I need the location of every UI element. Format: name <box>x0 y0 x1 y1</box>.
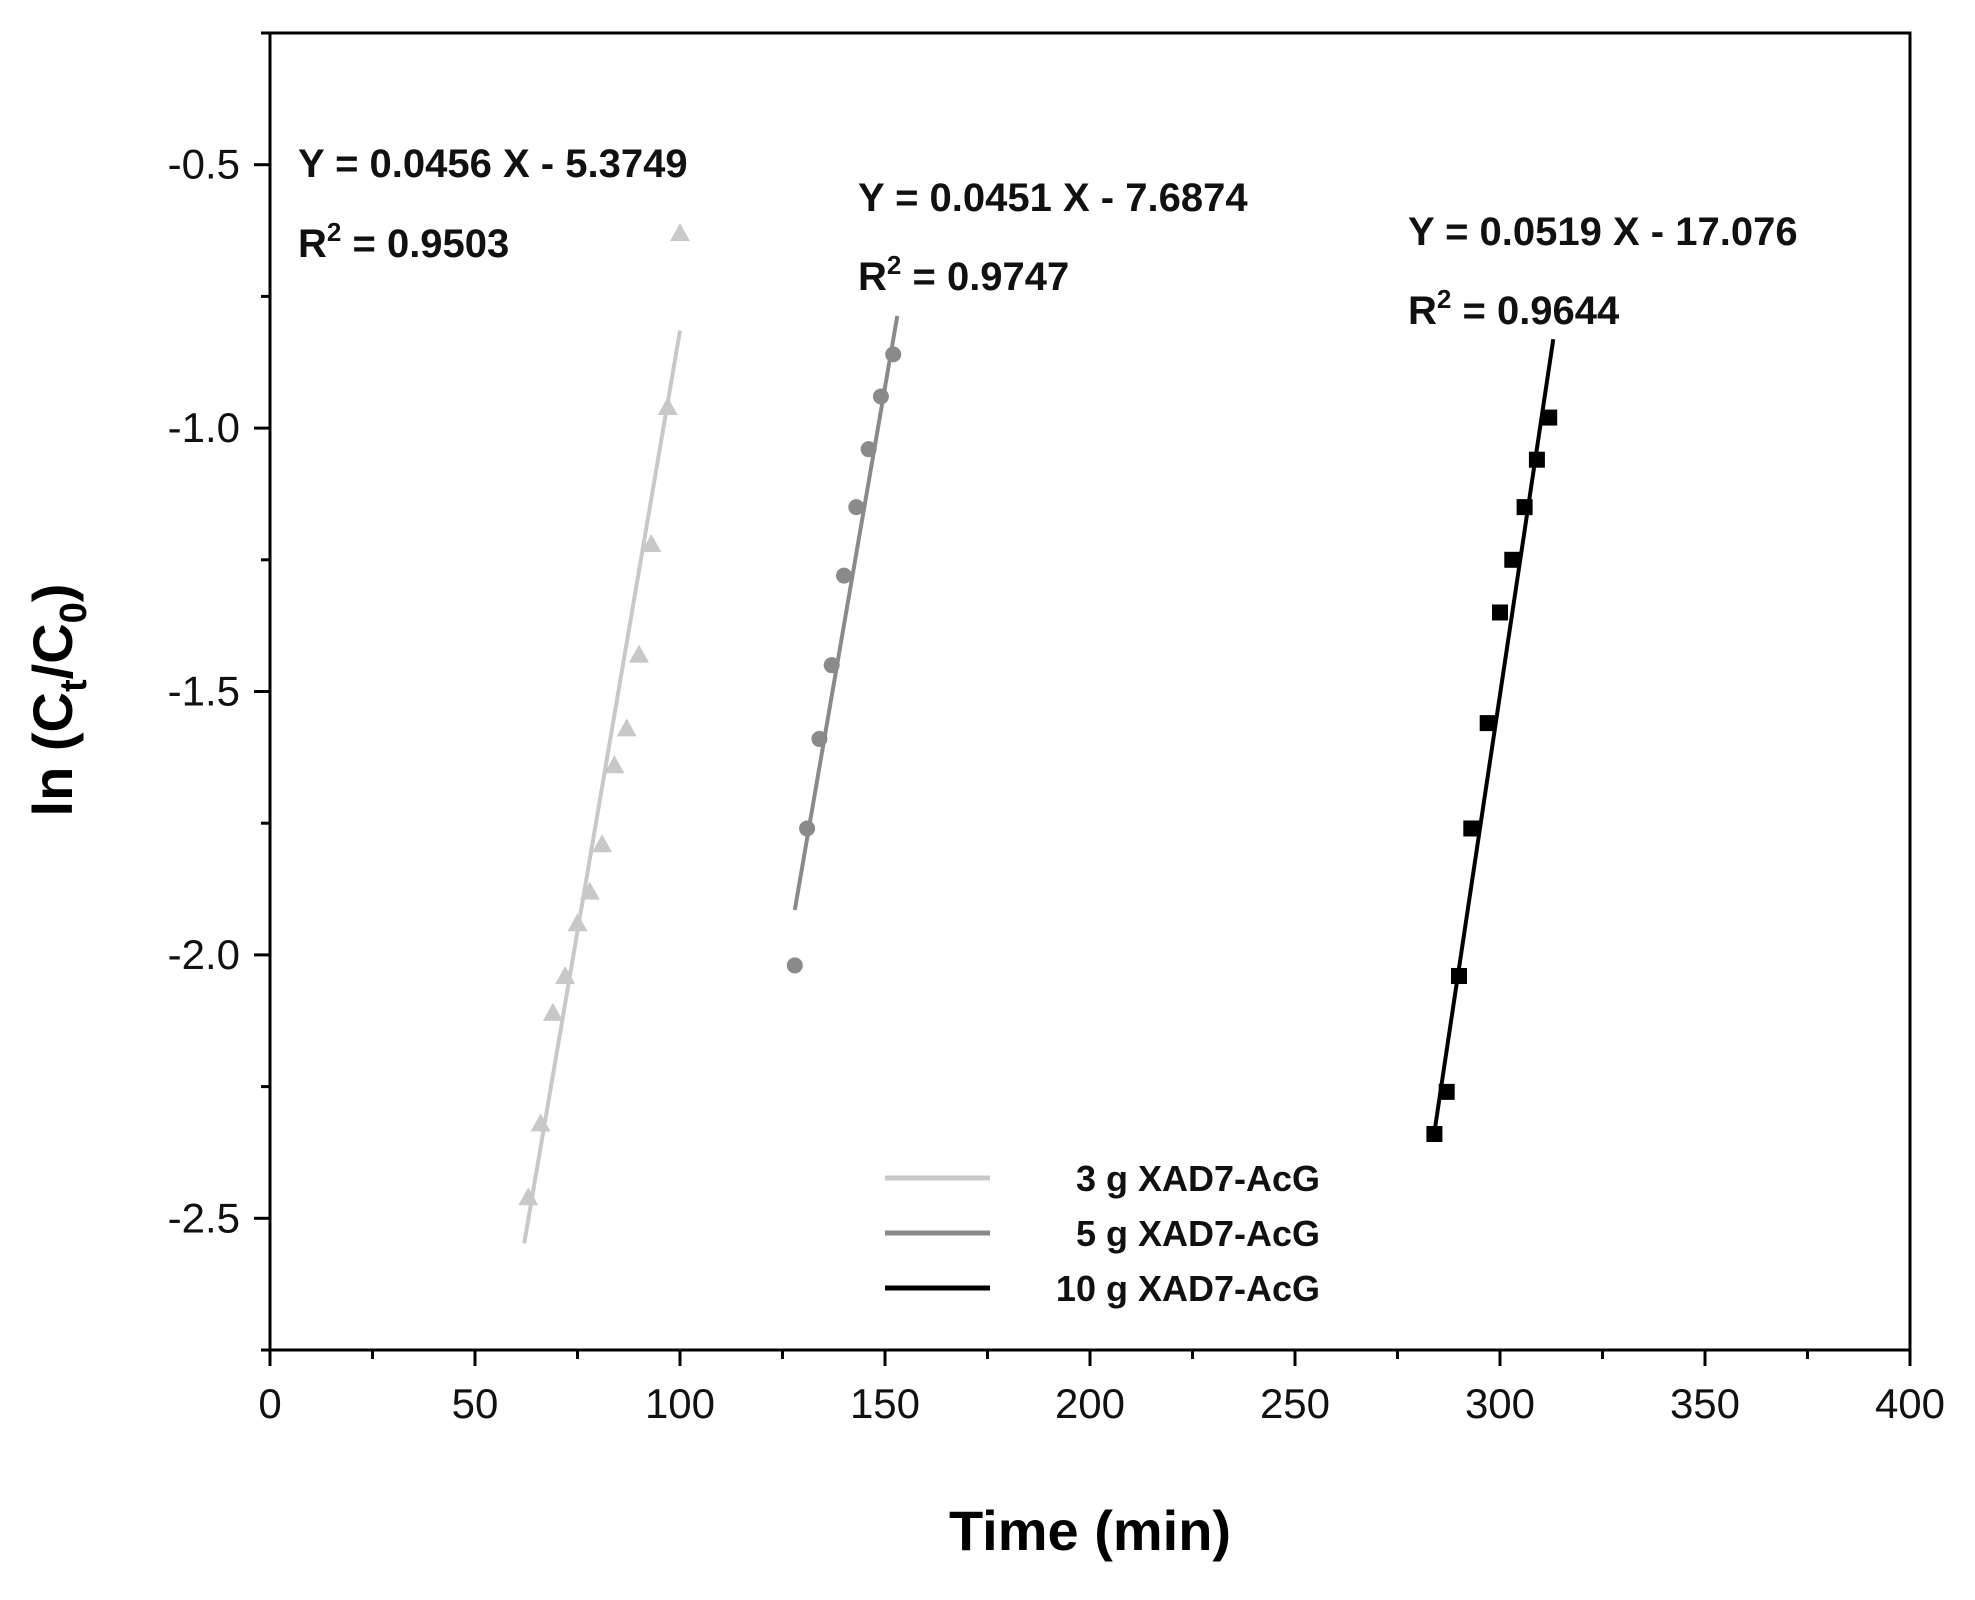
data-point <box>811 730 828 747</box>
y-tick-label: -2.5 <box>168 1194 240 1241</box>
data-point <box>616 718 637 737</box>
data-point <box>670 223 690 242</box>
equation-10g-r2-value: = 0.9644 <box>1451 289 1620 333</box>
equation-10g-r2: R2 = 0.9644 <box>1408 284 1620 333</box>
y-tick-label: -1.5 <box>168 668 240 715</box>
data-point <box>799 820 816 837</box>
data-point <box>567 913 588 932</box>
y-axis-ticks: -0.5 -1.0 -1.5 -2.0 -2.5 <box>168 31 270 1352</box>
y-axis-title-mid: /C <box>21 623 84 679</box>
data-point <box>530 1113 551 1132</box>
x-tick-label: 350 <box>1670 1380 1740 1427</box>
equation-5g-r2: R2 = 0.9747 <box>858 250 1069 299</box>
legend-item-5g: 5 g XAD7-AcG <box>885 1213 1320 1254</box>
equation-3g: Y = 0.0456 X - 5.3749 R2 = 0.9503 <box>298 142 688 266</box>
x-tick-label: 250 <box>1260 1380 1330 1427</box>
data-point <box>1426 1126 1443 1143</box>
fit-line <box>792 315 900 911</box>
x-tick-label: 100 <box>645 1380 715 1427</box>
equation-3g-r2-value: = 0.9503 <box>341 222 509 266</box>
x-axis-ticks: 0 50 100 150 200 250 300 350 400 <box>258 1350 1945 1427</box>
data-point <box>823 657 840 674</box>
data-point <box>1479 715 1496 732</box>
data-point <box>1438 1083 1455 1100</box>
legend-label-3g: 3 g XAD7-AcG <box>1076 1158 1320 1199</box>
data-point <box>641 533 662 552</box>
equation-10g: Y = 0.0519 X - 17.076 R2 = 0.9644 <box>1408 210 1798 333</box>
y-tick-label: -2.0 <box>168 931 240 978</box>
data-point <box>1541 409 1558 426</box>
x-tick-label: 200 <box>1055 1380 1125 1427</box>
x-tick-label: 0 <box>258 1380 281 1427</box>
legend-item-3g: 3 g XAD7-AcG <box>885 1158 1320 1199</box>
data-point <box>579 881 600 900</box>
y-tick-label: -1.0 <box>168 404 240 451</box>
data-point <box>542 1002 563 1021</box>
x-axis-title: Time (min) <box>949 1499 1231 1562</box>
equation-3g-r2-prefix: R <box>298 222 327 266</box>
equation-5g-r2-value: = 0.9747 <box>901 255 1069 299</box>
legend-item-10g: 10 g XAD7-AcG <box>885 1268 1320 1309</box>
data-point <box>555 965 576 984</box>
data-point <box>657 397 678 416</box>
equation-5g-fit: Y = 0.0451 X - 7.6874 <box>858 176 1248 220</box>
data-point <box>836 567 852 584</box>
data-point <box>872 388 889 405</box>
fit-line <box>1432 338 1556 1133</box>
y-axis-title: ln (Ct/C0) <box>21 584 95 817</box>
y-axis-title-end: ) <box>21 584 84 603</box>
data-point <box>518 1187 539 1206</box>
data-point <box>1528 451 1545 468</box>
equation-10g-r2-prefix: R <box>1408 289 1437 333</box>
equation-3g-r2: R2 = 0.9503 <box>298 217 509 266</box>
data-point <box>629 644 649 663</box>
data-point <box>592 834 613 853</box>
equation-3g-r2-exp: 2 <box>327 217 341 247</box>
legend-label-10g: 10 g XAD7-AcG <box>1056 1268 1320 1309</box>
equation-10g-r2-exp: 2 <box>1437 284 1451 314</box>
x-tick-label: 300 <box>1465 1380 1535 1427</box>
equation-5g: Y = 0.0451 X - 7.6874 R2 = 0.9747 <box>858 176 1248 299</box>
x-tick-label: 50 <box>452 1380 499 1427</box>
data-point <box>1463 820 1480 837</box>
legend: 3 g XAD7-AcG 5 g XAD7-AcG 10 g XAD7-AcG <box>885 1158 1320 1309</box>
equation-5g-r2-exp: 2 <box>887 250 901 280</box>
fit-line <box>522 330 682 1244</box>
data-point <box>848 499 865 516</box>
legend-label-5g: 5 g XAD7-AcG <box>1076 1213 1320 1254</box>
data-point <box>1451 967 1467 984</box>
y-axis-title-sub1: t <box>53 679 95 692</box>
data-point <box>1492 604 1508 621</box>
data-point <box>786 957 803 974</box>
data-point <box>1516 499 1533 516</box>
equation-10g-fit: Y = 0.0519 X - 17.076 <box>1408 210 1798 254</box>
x-tick-label: 150 <box>850 1380 920 1427</box>
y-tick-label: -0.5 <box>168 141 240 188</box>
y-axis-title-main: ln (C <box>21 692 84 816</box>
data-point <box>604 755 625 774</box>
equation-5g-r2-prefix: R <box>858 255 887 299</box>
y-axis-title-sub2: 0 <box>53 602 95 623</box>
data-markers <box>518 223 1558 1206</box>
equation-3g-fit: Y = 0.0456 X - 5.3749 <box>298 142 688 186</box>
data-point <box>860 441 877 458</box>
fit-lines <box>522 315 1556 1244</box>
data-point <box>1504 551 1521 568</box>
x-tick-label: 400 <box>1875 1380 1945 1427</box>
data-point <box>885 346 902 363</box>
